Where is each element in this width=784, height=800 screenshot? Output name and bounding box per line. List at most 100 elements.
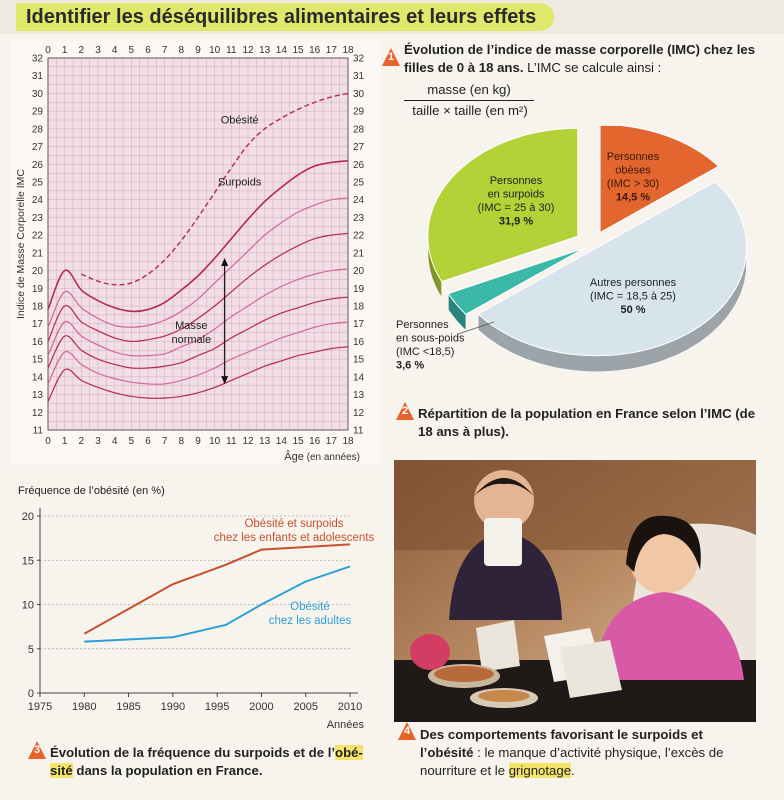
freq-y-tick-label: 10 [22,600,34,612]
x-tick-label-top: 1 [62,45,68,56]
series-children-label: chez les enfants et adolescents [214,532,375,544]
overweight-curve [47,159,349,313]
pie-label-sous-poids-line: (IMC <18,5) [396,346,454,358]
pie-label-obeses-line: Personnes [607,151,660,163]
imc-chart: 0011223344556677889910101111121213131414… [10,40,380,465]
x-tick-label-top: 4 [112,45,118,56]
y-tick-label-right: 28 [353,124,365,135]
y-tick-label: 20 [32,266,44,277]
y-tick-label: 25 [32,178,44,189]
arrow-head-up-icon [221,257,229,266]
x-tick-label-top: 18 [342,45,354,56]
freq-y-tick-label: 0 [28,688,34,700]
y-tick-label-right: 32 [353,54,365,65]
x-tick-label: 7 [162,436,168,447]
pie-slice-surpoids [427,127,579,283]
freq-x-tick-label: 1995 [205,701,229,713]
doc1-caption: Évolution de l’indice de masse corporell… [404,42,756,75]
bmi-percentile-curve [47,197,349,328]
x-tick-label-top: 15 [292,45,304,56]
y-tick-label: 29 [32,107,44,118]
doc1-badge-icon [382,48,400,66]
y-tick-label-right: 31 [353,71,365,82]
doc3-number: 3 [33,744,41,756]
x-tick-label: 6 [145,436,151,447]
label-obesite: Obésité [221,115,259,127]
y-tick-label-right: 25 [353,178,365,189]
y-tick-label: 30 [32,89,44,100]
formula-bar [404,100,534,101]
pie-label-autres-line: 50 % [620,304,645,316]
y-tick-label: 11 [33,426,44,437]
y-tick-label: 13 [32,390,44,401]
pie-label-autres-line: Autres personnes [590,277,677,289]
x-tick-label: 11 [226,436,237,447]
x-tick-label-top: 0 [45,45,51,56]
x-tick-label: 17 [326,436,338,447]
y-tick-label-right: 24 [353,195,365,206]
freq-x-tick-label: 2010 [338,701,362,713]
pie-label-autres-line: (IMC = 18,5 à 25) [590,291,676,303]
freq-x-tick-label: 1975 [28,701,52,713]
x-tick-label: 18 [342,436,354,447]
y-tick-label-right: 14 [353,372,365,383]
series-children-line [83,543,351,635]
y-tick-label: 15 [32,355,44,366]
y-tick-label-right: 29 [353,107,365,118]
x-tick-label-top: 17 [326,45,338,56]
x-tick-label-top: 2 [79,45,85,56]
x-tick-label-top: 8 [179,45,185,56]
pie-label-sous-poids-line: en sous-poids [396,333,465,345]
freq-x-tick-label: 1990 [161,701,185,713]
x-tick-label-top: 12 [242,45,254,56]
y-tick-label: 22 [32,231,44,242]
x-tick-label: 16 [309,436,321,447]
y-tick-label: 27 [32,142,44,153]
pie-leader-line [457,321,495,335]
x-tick-label-top: 5 [129,45,135,56]
freq-x-tick-label: 2000 [249,701,273,713]
label-surpoids: Surpoids [218,177,262,189]
series-adults-label: Obésité [290,601,330,613]
formula-numerator: masse (en kg) [427,82,511,97]
obesity-curve [81,92,349,286]
x-tick-label-top: 16 [309,45,321,56]
x-tick-label-top: 10 [209,45,221,56]
freq-x-tick-label: 1980 [72,701,96,713]
y-tick-label: 26 [32,160,44,171]
bmi-percentile-curve [47,232,349,343]
x-tick-label-top: 14 [276,45,288,56]
pie-label-sous-poids-line: 3,6 % [396,360,424,372]
x-tick-label: 12 [242,436,254,447]
y-tick-label-right: 16 [353,337,365,348]
bmi-percentile-curve [47,296,349,369]
y-tick-label-right: 17 [353,319,365,330]
x-tick-label-top: 11 [226,45,237,56]
y-tick-label: 23 [32,213,44,224]
x-tick-label: 13 [259,436,271,447]
x-tick-label: 14 [276,436,288,447]
arrow-head-down-icon [221,376,229,385]
y-tick-label-right: 13 [353,390,365,401]
x-tick-label-top: 9 [195,45,201,56]
pie-label-surpoids-line: (IMC = 25 à 30) [478,202,555,214]
pie-label-surpoids-line: Personnes [490,175,543,187]
x-tick-label: 2 [79,436,85,447]
label-normale: normale [171,334,211,346]
imc-pie-chart: Personnes obèses(IMC > 30) 14,5 % Autres pe… [396,126,748,373]
imc-x-axis-title: Âge [284,450,304,463]
bmi-percentile-curve [47,268,349,357]
imc-x-axis-unit: (en années) [304,452,360,463]
y-tick-label: 16 [32,337,44,348]
pie-slice-autres [477,180,748,357]
pie-slice-sous-poids [447,247,585,315]
y-tick-label-right: 27 [353,142,365,153]
doc3-badge-icon [28,741,46,759]
x-tick-label-top: 7 [162,45,168,56]
x-tick-label-top: 6 [145,45,151,56]
y-tick-label: 21 [32,248,44,259]
y-tick-label: 31 [32,71,44,82]
y-tick-label: 12 [32,408,44,419]
pie-label-obeses-line: 14,5 % [616,192,650,204]
